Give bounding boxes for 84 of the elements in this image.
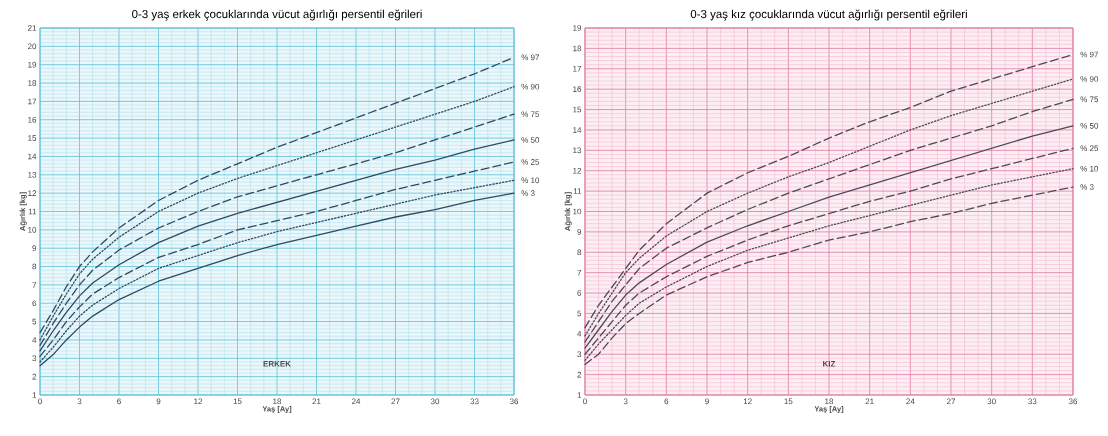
x-tick-label: 36 (1068, 398, 1078, 405)
annotation: KIZ (823, 361, 836, 367)
y-tick-label: 3 (32, 355, 37, 362)
x-tick-label: 18 (825, 398, 834, 405)
x-tick-label: 18 (273, 398, 282, 405)
y-tick-label: 2 (577, 371, 582, 378)
y-tick-label: 9 (577, 229, 582, 235)
y-tick-label: 18 (28, 80, 37, 86)
x-tick-label: 15 (784, 398, 793, 405)
y-tick-label: 5 (32, 318, 37, 325)
series-label: % 97 (1080, 51, 1099, 58)
series-label: % 75 (521, 111, 540, 118)
y-tick-label: 12 (28, 190, 37, 196)
x-tick-label: 21 (865, 398, 874, 405)
y-tick-label: 13 (28, 171, 37, 178)
y-tick-label: 7 (577, 269, 582, 276)
x-tick-label: 12 (194, 398, 203, 405)
chart-title: 0-3 yaş kız çocuklarında vücut ağırlığı persentil eğrileri (690, 9, 967, 21)
x-tick-label: 33 (470, 398, 479, 405)
y-tick-label: 16 (28, 116, 37, 123)
x-tick-label: 0 (583, 398, 587, 405)
x-tick-label: 15 (233, 398, 242, 405)
x-tick-label: 27 (391, 398, 400, 405)
x-tick-label: 9 (156, 398, 161, 405)
y-tick-label: 8 (32, 263, 37, 270)
y-tick-label: 16 (573, 86, 582, 92)
series-label: % 3 (1080, 184, 1094, 190)
series-label: % 50 (1080, 123, 1099, 129)
x-tick-label: 9 (705, 398, 709, 405)
x-tick-label: 12 (743, 398, 752, 405)
chart-title: 0-3 yaş erkek çocuklarında vücut ağırlığı persentil eğrileri (132, 9, 422, 21)
x-tick-label: 0 (38, 398, 42, 405)
y-tick-label: 1 (32, 392, 37, 398)
series-label: % 50 (521, 137, 540, 143)
annotation: ERKEK (263, 361, 291, 367)
y-tick-label: 17 (28, 98, 37, 105)
y-tick-label: 10 (28, 227, 37, 233)
x-tick-label: 30 (430, 398, 440, 405)
x-tick-label: 36 (509, 398, 519, 405)
y-tick-label: 6 (577, 290, 582, 296)
y-tick-label: 7 (32, 282, 37, 288)
y-tick-label: 8 (577, 249, 582, 256)
y-tick-label: 11 (28, 208, 37, 215)
y-tick-label: 3 (577, 351, 582, 358)
series-label: % 25 (521, 159, 540, 165)
series-label: % 25 (1080, 145, 1099, 152)
y-tick-label: 15 (28, 135, 37, 141)
y-tick-label: 10 (573, 208, 582, 215)
y-tick-label: 21 (27, 25, 37, 31)
y-tick-label: 11 (573, 188, 582, 194)
y-tick-label: 13 (573, 147, 582, 154)
x-tick-label: 3 (623, 398, 628, 405)
x-tick-label: 3 (77, 398, 82, 405)
y-tick-label: 20 (27, 43, 37, 50)
y-tick-label: 5 (577, 310, 582, 317)
y-tick-label: 9 (32, 245, 37, 252)
y-tick-label: 17 (573, 66, 582, 72)
y-tick-label: 4 (32, 337, 37, 343)
y-tick-label: 2 (32, 373, 37, 380)
series-label: % 10 (1080, 165, 1099, 172)
x-tick-label: 27 (946, 398, 956, 405)
series-label: % 97 (521, 54, 540, 61)
series-label: % 75 (1080, 96, 1099, 103)
y-tick-label: 1 (577, 392, 582, 398)
y-tick-label: 14 (573, 127, 582, 133)
x-tick-label: 21 (312, 398, 321, 405)
x-tick-label: 30 (987, 398, 996, 405)
y-tick-label: 19 (28, 61, 37, 68)
x-tick-label: 6 (664, 398, 669, 405)
series-label: % 10 (521, 177, 540, 184)
x-tick-label: 33 (1028, 398, 1037, 405)
series-label: % 90 (1080, 76, 1099, 82)
y-tick-label: 19 (573, 25, 582, 31)
x-tick-label: 24 (351, 398, 361, 405)
x-tick-label: 6 (117, 398, 121, 405)
series-label: % 3 (521, 190, 535, 196)
y-tick-label: 6 (32, 300, 37, 307)
y-tick-label: 15 (573, 106, 582, 113)
y-tick-label: 14 (28, 153, 37, 160)
x-tick-label: 24 (906, 398, 915, 405)
y-tick-label: 4 (577, 331, 582, 337)
y-tick-label: 12 (573, 167, 582, 174)
series-label: % 90 (521, 83, 540, 90)
y-tick-label: 18 (573, 45, 582, 52)
